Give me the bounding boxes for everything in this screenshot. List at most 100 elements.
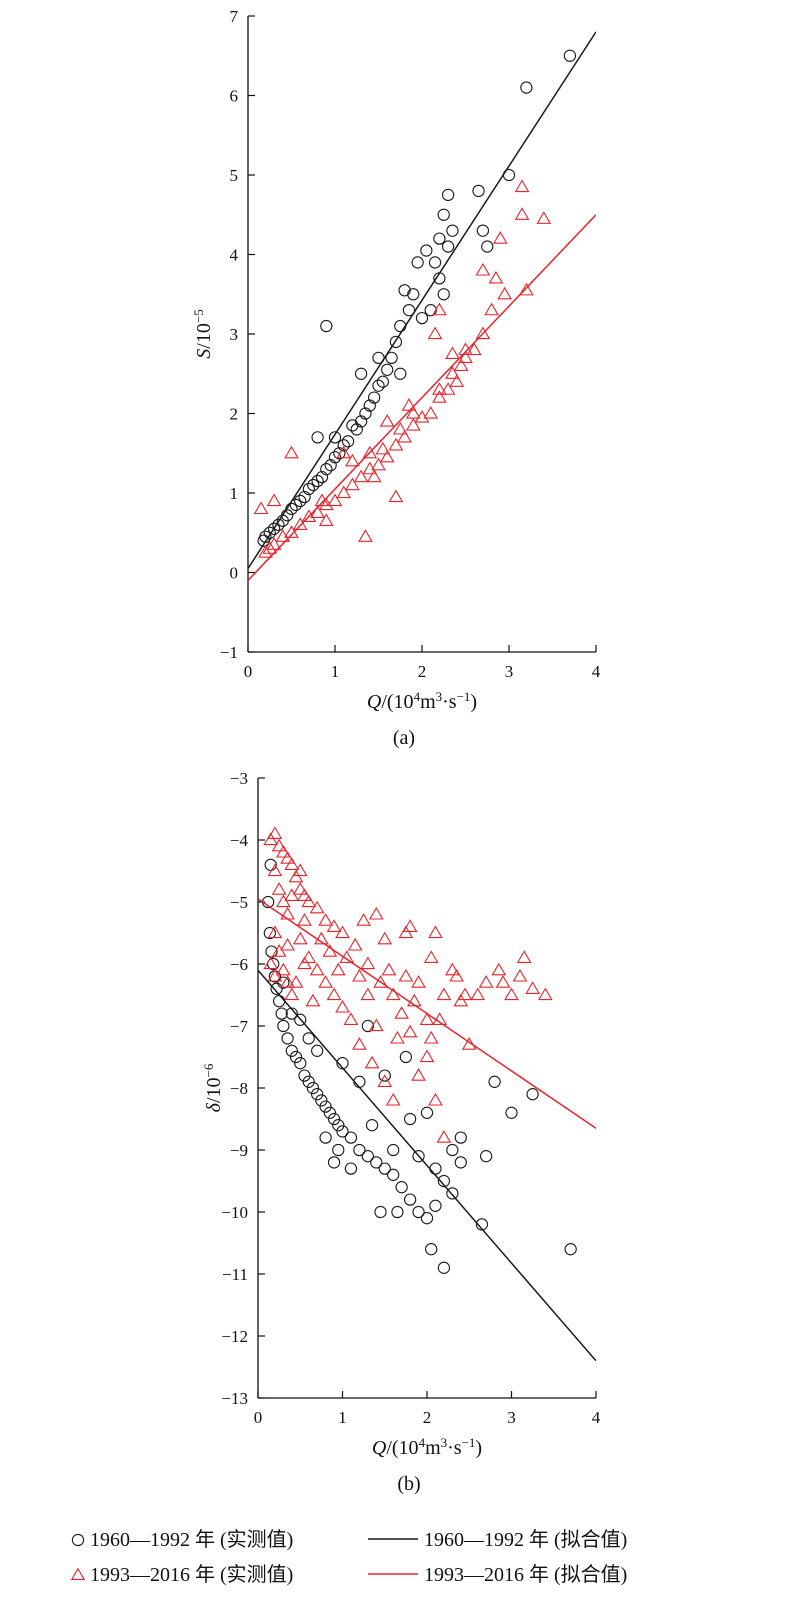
data-point-circle <box>281 1032 294 1045</box>
data-point-circle <box>370 1156 383 1169</box>
data-point-triangle <box>388 437 404 451</box>
data-point-triangle <box>335 999 350 1013</box>
data-point-triangle <box>275 529 291 542</box>
data-point-circle <box>399 1050 413 1064</box>
x-axis-label: Q/(104m3·s−1) <box>372 1435 482 1460</box>
x-label-exp: 3 <box>441 1435 448 1450</box>
data-point-circle <box>346 419 359 432</box>
data-point-triangle <box>292 931 308 945</box>
data-point-triangle <box>525 981 540 994</box>
x-label-unit-s: ·s <box>447 1437 462 1459</box>
data-point-circle <box>341 435 355 448</box>
x-label-unit: /(10 <box>386 1437 418 1459</box>
fit-line <box>248 31 596 569</box>
data-point-triangle <box>466 342 482 356</box>
data-point-circle <box>310 1088 324 1101</box>
data-point-circle <box>354 367 368 380</box>
y-label-unit: /10 <box>193 323 215 349</box>
legend-label: 1960—1992 年 (实测值) <box>90 1528 293 1551</box>
data-point-circle <box>337 439 350 452</box>
data-point-circle <box>402 303 416 317</box>
data-point-circle <box>424 303 437 317</box>
plot-area <box>248 31 596 581</box>
triangle-series <box>253 179 552 558</box>
fit-line <box>258 969 596 1362</box>
data-point-triangle <box>345 453 360 467</box>
data-point-circle <box>361 1019 374 1033</box>
y-tick-label: −13 <box>221 1389 248 1408</box>
data-point-circle <box>289 1050 303 1064</box>
data-point-triangle <box>366 469 382 483</box>
data-point-circle <box>367 391 381 404</box>
y-label-exp: −5 <box>191 309 206 323</box>
data-point-triangle <box>360 987 376 1001</box>
data-point-circle <box>437 1174 451 1188</box>
data-point-circle <box>387 1168 400 1181</box>
data-point-circle <box>429 1162 442 1175</box>
data-point-circle <box>420 244 433 257</box>
circle-series <box>261 858 577 1274</box>
data-point-circle <box>429 1199 442 1212</box>
data-point-triangle <box>336 485 352 499</box>
data-point-circle <box>319 1100 332 1113</box>
y-tick-label: 5 <box>230 166 239 185</box>
data-point-circle <box>479 1150 493 1163</box>
data-point-triangle <box>423 950 439 963</box>
data-point-triangle <box>470 987 486 1001</box>
data-point-triangle <box>402 1024 418 1038</box>
data-point-triangle <box>280 937 295 951</box>
data-point-triangle <box>495 975 511 988</box>
data-point-triangle <box>280 975 295 988</box>
data-point-circle <box>415 311 429 325</box>
x-tick-label: 2 <box>423 1408 432 1427</box>
data-point-triangle <box>263 956 279 970</box>
data-point-triangle <box>385 987 401 1001</box>
data-point-triangle <box>453 993 469 1007</box>
data-point-triangle <box>375 441 391 455</box>
data-point-triangle <box>364 1055 380 1069</box>
data-point-circle <box>564 1243 577 1256</box>
data-point-triangle <box>310 505 325 519</box>
data-point-circle <box>332 1143 345 1157</box>
data-point-triangle <box>398 968 414 982</box>
data-point-triangle <box>292 882 308 895</box>
data-point-circle <box>294 1057 307 1070</box>
data-point-triangle <box>267 826 283 839</box>
data-point-triangle <box>432 302 447 316</box>
y-tick-label: −6 <box>230 955 248 974</box>
data-point-triangle <box>301 950 317 963</box>
data-point-circle <box>420 1106 434 1119</box>
data-point-circle <box>412 1150 425 1163</box>
data-point-circle <box>277 976 290 989</box>
data-point-circle <box>374 1205 387 1219</box>
data-point-circle <box>270 982 283 995</box>
data-point-circle <box>257 534 270 547</box>
y-tick-label: 3 <box>230 325 239 344</box>
data-point-circle <box>354 415 368 428</box>
data-point-circle <box>350 423 363 436</box>
data-point-circle <box>320 319 333 333</box>
data-point-triangle <box>457 987 473 1001</box>
data-point-triangle <box>271 944 287 957</box>
data-point-triangle <box>280 851 295 864</box>
data-point-triangle <box>475 326 491 340</box>
data-point-triangle <box>275 844 291 858</box>
data-point-triangle <box>258 545 273 558</box>
legend-item: 1960—1992 年 (拟合值) <box>368 1528 627 1551</box>
y-axis-label: δ/10−6 <box>201 1063 226 1112</box>
x-label-exp: 3 <box>436 689 443 704</box>
data-point-triangle <box>379 413 395 427</box>
data-point-circle <box>394 367 407 380</box>
data-point-triangle <box>488 270 504 284</box>
data-point-triangle <box>411 1068 426 1081</box>
data-point-triangle <box>314 931 329 945</box>
x-tick-label: 1 <box>331 662 340 681</box>
y-tick-label: −5 <box>230 893 248 912</box>
data-point-circle <box>285 1007 298 1020</box>
data-point-triangle <box>271 882 287 895</box>
data-point-triangle <box>519 282 534 296</box>
data-point-triangle <box>428 925 443 939</box>
y-tick-label: −10 <box>221 1203 248 1222</box>
data-point-triangle <box>491 962 507 976</box>
data-point-circle <box>412 1205 425 1219</box>
